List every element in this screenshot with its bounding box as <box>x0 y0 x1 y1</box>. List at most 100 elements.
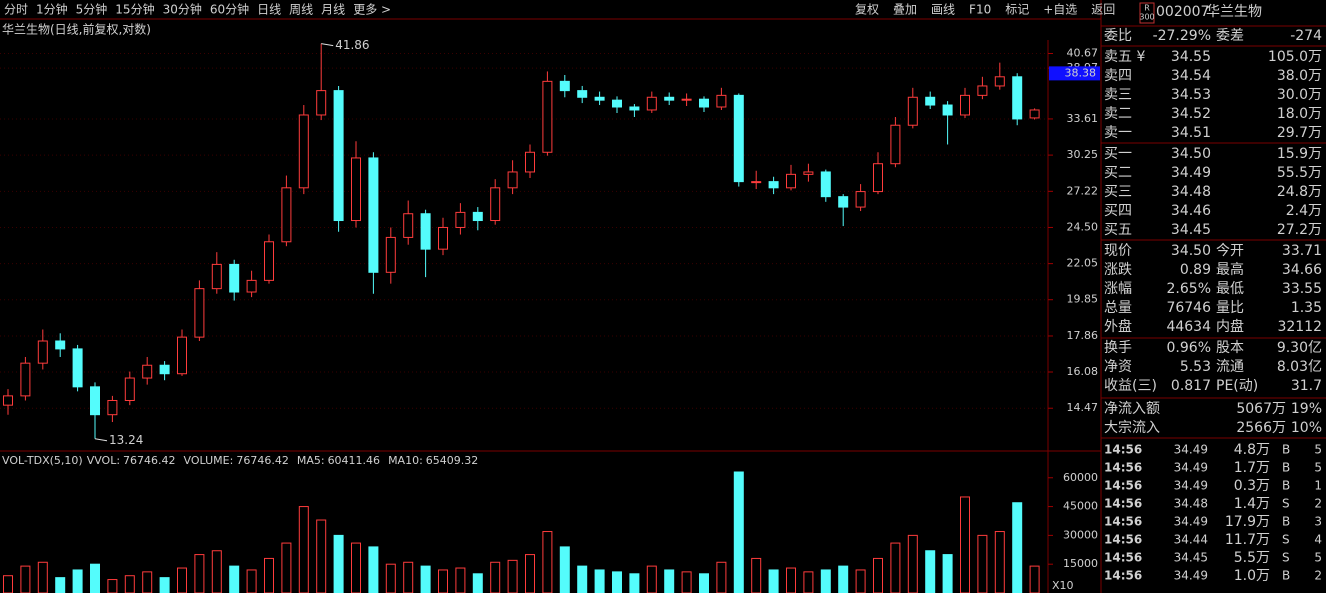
trade-volume: 17.9万 <box>1225 514 1270 530</box>
volume-bar <box>577 565 588 593</box>
period-tab[interactable]: 更多 > <box>353 3 391 17</box>
volume-bar <box>542 531 553 593</box>
candle-body <box>194 288 205 338</box>
field-value: 1.35 <box>1291 300 1322 316</box>
volume-bar <box>351 542 361 593</box>
trade-time: 14:56 <box>1104 497 1142 511</box>
period-tab[interactable]: 周线 <box>289 3 313 17</box>
trade-price: 34.49 <box>1174 569 1208 583</box>
book-price: 34.53 <box>1171 87 1211 103</box>
period-tab[interactable]: 分时 <box>4 3 28 17</box>
volume-bar <box>298 506 309 593</box>
field-label: 外盘 <box>1104 318 1132 335</box>
badge <box>1139 2 1155 24</box>
volume-bar <box>55 577 66 593</box>
period-tab[interactable]: 5分钟 <box>76 2 108 17</box>
candle-body <box>994 76 1005 87</box>
y-tick-label: 19.85 <box>1067 293 1099 306</box>
volume-bar <box>472 573 483 593</box>
book-price: 34.52 <box>1171 106 1211 122</box>
volume-bar <box>525 554 535 593</box>
volume-bar <box>751 557 762 593</box>
field-label: 涨幅 <box>1104 281 1132 297</box>
flow-percent: 19% <box>1291 401 1322 417</box>
trade-side: S <box>1282 551 1290 565</box>
candle-body <box>368 157 379 273</box>
period-tab[interactable]: 30分钟 <box>163 2 202 17</box>
book-price: 34.55 <box>1171 49 1211 65</box>
volume-bar <box>455 567 466 593</box>
volume-bar <box>664 569 675 593</box>
book-price: 34.46 <box>1171 203 1211 219</box>
trade-side: S <box>1282 497 1290 511</box>
trade-count: 3 <box>1314 515 1322 529</box>
tool-button[interactable]: 返回 <box>1091 3 1115 17</box>
candle-body <box>960 94 970 116</box>
tool-button[interactable]: F10 <box>969 3 991 17</box>
y-tick-label: 24.50 <box>1067 220 1099 233</box>
tool-button[interactable]: +自选 <box>1043 3 1077 17</box>
field-label: 最低 <box>1216 281 1244 297</box>
field-label: 流通 <box>1216 359 1244 375</box>
candle-body <box>873 163 883 193</box>
trade-side: S <box>1282 533 1290 547</box>
flow-percent: 10% <box>1291 420 1322 436</box>
tool-button[interactable]: 画线 <box>931 3 955 17</box>
candle-body <box>942 104 953 116</box>
trade-side: B <box>1282 461 1290 475</box>
trade-time: 14:56 <box>1104 533 1142 547</box>
book-label: 买二 <box>1104 165 1132 181</box>
trade-count: 5 <box>1314 443 1322 457</box>
book-volume: 18.0万 <box>1277 106 1322 122</box>
period-tab[interactable]: 15分钟 <box>115 2 154 17</box>
y-tick-label: 33.61 <box>1067 112 1099 125</box>
period-tab[interactable]: 60分钟 <box>210 2 249 17</box>
field-value: 9.30亿 <box>1277 340 1322 356</box>
book-label: 卖二 <box>1104 106 1132 122</box>
candle-body <box>298 114 309 189</box>
volume-bar <box>124 575 135 593</box>
period-tab[interactable]: 日线 <box>257 3 281 17</box>
stock-code: 002007 <box>1156 4 1209 20</box>
book-label: 卖三 <box>1104 87 1132 103</box>
period-tab[interactable]: 月线 <box>321 3 345 17</box>
field-value: 34.66 <box>1282 262 1322 278</box>
y-tick-label: 60000 <box>1063 471 1098 484</box>
field-label: 股本 <box>1216 340 1244 356</box>
tool-button[interactable]: 标记 <box>1005 3 1029 17</box>
candle-body <box>20 362 31 397</box>
volume-bar <box>612 571 622 593</box>
candle-body <box>333 90 344 222</box>
book-label: 买四 <box>1104 203 1132 219</box>
tool-button[interactable]: 叠加 <box>893 3 917 17</box>
candle-body <box>542 80 553 153</box>
book-volume: 2.4万 <box>1286 203 1322 219</box>
indicator-name: MA10: <box>388 454 423 467</box>
volume-bar <box>768 569 779 593</box>
trade-volume: 4.8万 <box>1234 442 1270 458</box>
candle-body <box>472 211 483 222</box>
trade-volume: 1.4万 <box>1234 496 1270 512</box>
trade-count: 4 <box>1314 533 1322 547</box>
trade-count: 1 <box>1314 479 1322 493</box>
volume-bar <box>960 496 970 593</box>
book-label: 卖五 ¥ <box>1104 49 1145 65</box>
candle-body <box>264 241 274 281</box>
candle-body <box>629 106 640 111</box>
trade-side: B <box>1282 479 1290 493</box>
candle-body <box>490 187 501 222</box>
y-tick-label: 45000 <box>1063 500 1098 513</box>
volume-bar <box>281 542 292 593</box>
trade-side: B <box>1282 515 1290 529</box>
candle-body <box>977 85 988 96</box>
period-tab[interactable]: 1分钟 <box>36 2 68 17</box>
tool-button[interactable]: 复权 <box>855 3 879 17</box>
book-label: 卖四 <box>1104 68 1132 84</box>
unit-label: X10 <box>1052 579 1074 592</box>
candle-body <box>925 96 936 106</box>
book-volume: 105.0万 <box>1268 49 1322 65</box>
field-label: 总量 <box>1104 300 1132 316</box>
field-value: 76746 <box>1166 300 1211 316</box>
candle-body <box>351 157 361 222</box>
candle-body <box>55 340 66 350</box>
